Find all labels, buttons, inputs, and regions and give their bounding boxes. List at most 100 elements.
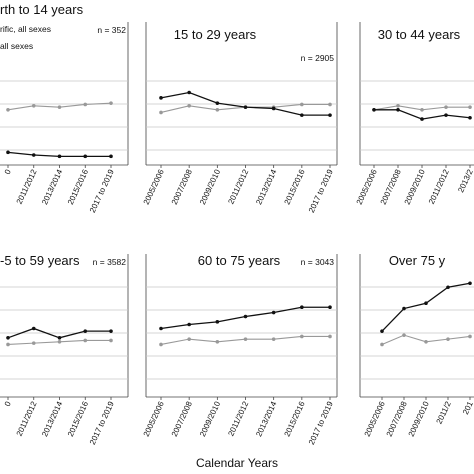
panel-5-tick-label: 2007/2008 [170, 400, 194, 439]
legend-label-1: rific, all sexes [0, 24, 51, 34]
panel-2-tick-label: 2005/2006 [142, 168, 166, 207]
panel-5-tick-label: 2017 to 2019 [307, 400, 335, 447]
panel-5-tick-label: 2005/2006 [142, 400, 166, 439]
panel-5-series-2-point [243, 314, 248, 319]
panel-5-series-2-point [300, 305, 304, 310]
panel-1-tick-label: 0 [3, 168, 13, 176]
panel-3-series-2-point [444, 113, 448, 117]
panel-4-series-2-point [109, 329, 113, 333]
panel-2-series-1-point [215, 108, 220, 112]
panel-4-series-2-point [83, 329, 88, 333]
panel-5-plot: 2005/2006 2007/2008 2009/2010 2011/2012 2013… [142, 254, 338, 447]
panel-5-series-1-point [215, 340, 220, 344]
panel-2-tick-label: 2011/2012 [226, 168, 250, 206]
panel-4-series-2-point [57, 336, 62, 340]
panel-5-tick-label: 2009/2010 [198, 400, 222, 439]
panel-4-title: -5 to 59 years [0, 253, 80, 268]
panel-2: 15 to 29 years n = 2905 [174, 27, 334, 63]
panel-5-series-1-point [271, 337, 276, 341]
panel-1-title: rth to 14 years [0, 2, 84, 17]
panel-3-tick-label: 2013/2 [456, 168, 474, 194]
panel-1-tick-label: 2015/2016 [66, 168, 90, 207]
panel-2-tick-label: 2009/2010 [198, 168, 222, 207]
panel-4-series-2-point [31, 326, 36, 331]
panel-2-series-2-point [328, 113, 332, 117]
x-axis-label: Calendar Years [195, 456, 279, 470]
panel-6-series-1-point [380, 342, 384, 347]
panel-1-series-2-point [83, 154, 88, 159]
panel-5-series-2-point [215, 320, 220, 324]
panel-4-tick-label: 2017 to 2019 [88, 400, 116, 447]
panel-3-tick-label: 2005/2006 [355, 168, 379, 207]
panel-3-series-2-point [372, 108, 376, 112]
panel-6-series-2-point [424, 301, 428, 306]
panel-6-series-2-point [380, 329, 384, 333]
panel-2-series-2-point [159, 96, 163, 100]
panel-3-series-1-point [444, 105, 448, 109]
panel-5-series-2-point [187, 322, 191, 327]
panel-6-title: Over 75 y [389, 253, 446, 268]
panel-5-series-1-point [243, 337, 248, 341]
panel-6-series-2-point [446, 285, 450, 290]
panel-6-tick-label: 2009/2010 [407, 400, 431, 439]
panel-1-series-2-point [6, 150, 10, 155]
panel-3-tick-label: 2007/2008 [379, 168, 403, 207]
panel-2-tick-label: 2015/2016 [283, 168, 307, 207]
panel-6: Over 75 y [389, 253, 446, 268]
panel-2-tick-label: 2007/2008 [170, 168, 194, 207]
panel-1-n: n = 352 [97, 25, 126, 35]
panel-3-series-2-point [420, 117, 424, 121]
panel-4-series-1-point [31, 341, 36, 345]
panel-1-series-1-point [31, 104, 36, 108]
panel-2-n: n = 2905 [301, 53, 335, 63]
panel-1-series-1-point [57, 105, 62, 109]
panel-3-plot: 2005/2006 2007/2008 2009/2010 2011/2012 2013… [355, 22, 474, 206]
panel-5-tick-label: 2011/2012 [226, 400, 250, 438]
panel-4-series-1-point [109, 338, 113, 343]
panel-5-series-2-point [159, 326, 163, 331]
panel-3-series-1-point [396, 104, 400, 108]
panel-5: 60 to 75 years n = 3043 [198, 253, 334, 268]
panel-4-series-1-point [83, 338, 88, 343]
panel-5-tick-label: 2013/2014 [254, 400, 278, 439]
panel-3-series-1-point [468, 105, 472, 109]
panel-5-series-1-point [328, 334, 332, 339]
panel-1-series-1-point [83, 102, 88, 107]
panel-6-tick-label: 2007/2008 [385, 400, 409, 439]
panel-5-series-2-point [328, 305, 332, 310]
panel-2-series-1-point [187, 104, 191, 108]
panel-2-series-1-point [328, 102, 332, 107]
panel-1-series-1-point [6, 108, 10, 112]
panel-4-series-2-point [6, 336, 10, 340]
panel-3: 30 to 44 years [378, 27, 461, 42]
panel-2-series-2-point [187, 90, 191, 95]
panel-3-series-2-point [468, 115, 472, 120]
panel-5-series-1-point [300, 334, 304, 339]
panel-6-tick-label: 201 [461, 400, 474, 416]
panel-4-tick-label: 2013/2014 [40, 400, 64, 439]
panel-4-series-1-point [6, 342, 10, 347]
panel-2-tick-label: 2017 to 2019 [307, 168, 335, 215]
panel-2-series-2-point [300, 113, 304, 117]
panel-3-series-2-point [396, 108, 400, 112]
panel-5-series-1-point [159, 342, 163, 347]
panel-4-tick-label: 2015/2016 [66, 400, 90, 439]
panel-1-series-2-point [109, 154, 113, 159]
panel-6-series-1-point [446, 337, 450, 341]
panel-5-n: n = 3043 [301, 257, 335, 267]
panel-6-series-1-point [468, 334, 472, 339]
panel-3-tick-label: 2011/2012 [427, 168, 451, 206]
panel-1-tick-label: 2017 to 2019 [88, 168, 116, 215]
panel-4-tick-label: 2011/2012 [15, 400, 39, 438]
panel-4-tick-label: 0 [3, 400, 13, 408]
panel-6-tick-label: 2005/2006 [363, 400, 387, 439]
panel-1-series-1-point [109, 101, 113, 105]
panel-6-series-2-point [468, 281, 472, 286]
panel-1-series-2-point [57, 154, 62, 159]
panel-2-tick-label: 2013/2014 [254, 168, 278, 207]
panel-2-title: 15 to 29 years [174, 27, 257, 42]
panel-3-tick-label: 2009/2010 [403, 168, 427, 207]
panel-2-series-2-point [243, 105, 248, 109]
panel-2-series-1-point [300, 102, 304, 107]
panel-5-series-1-point [187, 337, 191, 341]
